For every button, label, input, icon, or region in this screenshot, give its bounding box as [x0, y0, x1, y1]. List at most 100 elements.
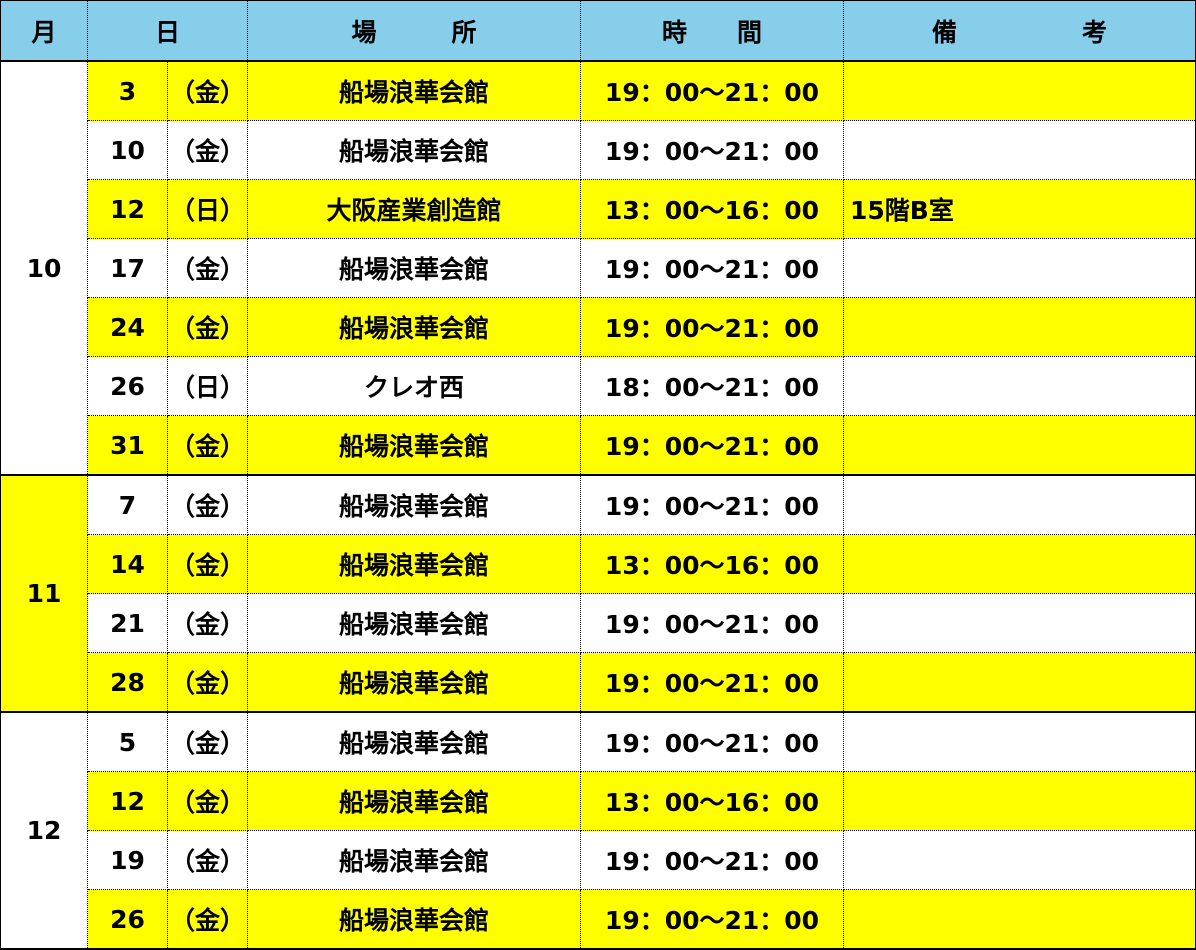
table-row: 12 （日） 大阪産業創造館 13：00～16：00 15階B室: [1, 179, 1196, 239]
weekday-cell: （日）: [166, 356, 249, 416]
note-cell: [843, 474, 1196, 535]
table-row: 12 （金） 船場浪華会館 13：00～16：00: [1, 771, 1196, 831]
time-cell: 19：00～21：00: [580, 652, 845, 713]
time-cell: 19：00～21：00: [580, 889, 845, 950]
table-row: 26 （日） クレオ西 18：00～21：00: [1, 356, 1196, 416]
note-cell: [843, 652, 1196, 713]
time-cell: 19：00～21：00: [580, 711, 845, 772]
weekday-cell: （金）: [166, 830, 249, 890]
time-cell: 19：00～21：00: [580, 593, 845, 653]
table-row: 17 （金） 船場浪華会館 19：00～21：00: [1, 238, 1196, 298]
note-cell: [843, 830, 1196, 890]
weekday-cell: （金）: [166, 120, 249, 180]
weekday-cell: （金）: [166, 238, 249, 298]
weekday-cell: （金）: [166, 60, 249, 121]
day-cell: 5: [87, 711, 168, 772]
place-cell: 船場浪華会館: [247, 593, 582, 653]
place-cell: 船場浪華会館: [247, 297, 582, 357]
note-cell: [843, 889, 1196, 950]
header-row: 月 日 場 所 時 間 備 考: [0, 0, 1196, 62]
header-note: 備 考: [843, 0, 1196, 62]
weekday-cell: （金）: [166, 711, 249, 772]
note-cell: [843, 711, 1196, 772]
weekday-cell: （金）: [166, 415, 249, 476]
note-cell: [843, 415, 1196, 476]
table-row: 24 （金） 船場浪華会館 19：00～21：00: [1, 297, 1196, 357]
time-cell: 19：00～21：00: [580, 297, 845, 357]
place-cell: 船場浪華会館: [247, 889, 582, 950]
time-cell: 19：00～21：00: [580, 120, 845, 180]
time-cell: 19：00～21：00: [580, 238, 845, 298]
table-row: 28 （金） 船場浪華会館 19：00～21：00: [1, 652, 1196, 713]
weekday-cell: （金）: [166, 593, 249, 653]
table-row: 14 （金） 船場浪華会館 13：00～16：00: [1, 534, 1196, 594]
table-row: 31 （金） 船場浪華会館 19：00～21：00: [1, 415, 1196, 476]
note-cell: [843, 534, 1196, 594]
weekday-cell: （金）: [166, 889, 249, 950]
day-cell: 19: [87, 830, 168, 890]
day-cell: 24: [87, 297, 168, 357]
place-cell: 船場浪華会館: [247, 238, 582, 298]
month-cell: 10: [0, 60, 88, 476]
time-cell: 13：00～16：00: [580, 179, 845, 239]
place-cell: 船場浪華会館: [247, 534, 582, 594]
table-row: 10 （金） 船場浪華会館 19：00～21：00: [1, 120, 1196, 180]
day-cell: 31: [87, 415, 168, 476]
time-cell: 19：00～21：00: [580, 60, 845, 121]
time-cell: 18：00～21：00: [580, 356, 845, 416]
month-cell: 11: [0, 474, 88, 713]
day-cell: 26: [87, 356, 168, 416]
weekday-cell: （金）: [166, 771, 249, 831]
time-cell: 19：00～21：00: [580, 830, 845, 890]
place-cell: 船場浪華会館: [247, 652, 582, 713]
day-cell: 12: [87, 771, 168, 831]
weekday-cell: （金）: [166, 474, 249, 535]
table-row: 21 （金） 船場浪華会館 19：00～21：00: [1, 593, 1196, 653]
place-cell: 大阪産業創造館: [247, 179, 582, 239]
weekday-cell: （日）: [166, 179, 249, 239]
header-month: 月: [0, 0, 88, 62]
header-place: 場 所: [247, 0, 582, 62]
day-cell: 26: [87, 889, 168, 950]
day-cell: 14: [87, 534, 168, 594]
time-cell: 19：00～21：00: [580, 415, 845, 476]
day-cell: 12: [87, 179, 168, 239]
day-cell: 7: [87, 474, 168, 535]
table-row: 26 （金） 船場浪華会館 19：00～21：00: [1, 889, 1196, 950]
day-cell: 28: [87, 652, 168, 713]
day-cell: 21: [87, 593, 168, 653]
note-cell: 15階B室: [843, 179, 1196, 239]
place-cell: クレオ西: [247, 356, 582, 416]
time-cell: 13：00～16：00: [580, 534, 845, 594]
place-cell: 船場浪華会館: [247, 415, 582, 476]
header-time: 時 間: [580, 0, 845, 62]
note-cell: [843, 238, 1196, 298]
weekday-cell: （金）: [166, 534, 249, 594]
note-cell: [843, 593, 1196, 653]
place-cell: 船場浪華会館: [247, 60, 582, 121]
place-cell: 船場浪華会館: [247, 711, 582, 772]
note-cell: [843, 356, 1196, 416]
month-cell: 12: [0, 711, 88, 950]
day-cell: 10: [87, 120, 168, 180]
table-row: 12 5 （金） 船場浪華会館 19：00～21：00: [0, 711, 1196, 950]
time-cell: 13：00～16：00: [580, 771, 845, 831]
place-cell: 船場浪華会館: [247, 474, 582, 535]
place-cell: 船場浪華会館: [247, 830, 582, 890]
table-row: 10 3 （金） 船場浪華会館 19：00～21：00: [0, 60, 1196, 476]
header-day: 日: [86, 0, 249, 62]
day-cell: 17: [87, 238, 168, 298]
day-cell: 3: [87, 60, 168, 121]
note-cell: [843, 120, 1196, 180]
table-row: 11 7 （金） 船場浪華会館 19：00～21：00: [0, 474, 1196, 713]
place-cell: 船場浪華会館: [247, 120, 582, 180]
weekday-cell: （金）: [166, 652, 249, 713]
note-cell: [843, 771, 1196, 831]
place-cell: 船場浪華会館: [247, 771, 582, 831]
note-cell: [843, 60, 1196, 121]
time-cell: 19：00～21：00: [580, 474, 845, 535]
note-cell: [843, 297, 1196, 357]
table-row: 19 （金） 船場浪華会館 19：00～21：00: [1, 830, 1196, 890]
weekday-cell: （金）: [166, 297, 249, 357]
